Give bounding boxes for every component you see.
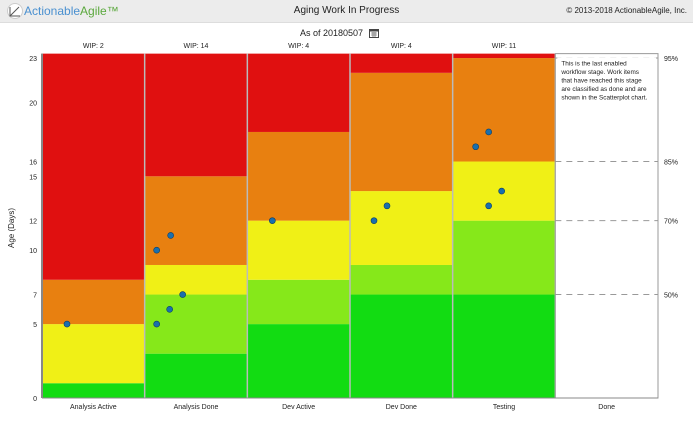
x-tick-label: Done <box>598 404 615 411</box>
as-of-date: As of 20180507 <box>300 28 380 38</box>
work-item-dot <box>485 128 492 136</box>
done-note-box <box>557 57 656 113</box>
band-red <box>452 53 556 59</box>
band-orange <box>42 279 145 325</box>
work-item-dot <box>153 320 160 328</box>
work-item-dot <box>472 143 479 151</box>
work-item-dot <box>370 217 378 224</box>
work-item-dot <box>63 320 71 328</box>
band-lightgreen <box>247 279 350 325</box>
percentile-label: 50% <box>664 293 678 300</box>
band-orange <box>144 176 248 265</box>
done-note-line: that have reached this stage <box>561 78 642 85</box>
x-tick-label: Analysis Active <box>70 404 117 411</box>
y-tick-label: 15 <box>29 174 37 181</box>
band-lightgreen <box>144 294 248 354</box>
wip-label: WIP: 4 <box>288 43 309 50</box>
as-of-label: As of 20180507 <box>300 28 364 38</box>
y-tick-label: 20 <box>29 100 37 107</box>
band-red <box>247 53 350 132</box>
band-lightgreen <box>350 264 453 295</box>
wip-label: WIP: 11 <box>492 43 516 50</box>
logo-text-a: Actionable <box>24 4 81 18</box>
wip-label: WIP: 2 <box>83 43 104 50</box>
band-red <box>144 53 248 177</box>
done-note-line: shown in the Scatterplot chart. <box>561 95 647 102</box>
band-yellow <box>247 220 350 280</box>
copyright: © 2013-2018 ActionableAgile, Inc. <box>566 6 687 15</box>
logo-icon <box>7 3 23 19</box>
band-green <box>144 353 248 398</box>
page-title: Aging Work In Progress <box>293 5 400 16</box>
x-tick-label: Dev Done <box>386 404 417 411</box>
x-tick-label: Dev Active <box>282 404 315 411</box>
band-green <box>42 383 145 398</box>
band-yellow <box>42 324 145 384</box>
band-lightgreen <box>452 220 556 295</box>
y-tick-label: 5 <box>33 322 37 329</box>
band-orange <box>247 131 350 221</box>
band-red <box>350 53 453 73</box>
work-item-dot <box>498 187 505 195</box>
y-tick-label: 7 <box>33 293 37 300</box>
percentile-label: 85% <box>664 160 678 167</box>
work-item-dot <box>269 217 276 224</box>
band-green <box>452 294 556 398</box>
band-orange <box>350 72 453 192</box>
wip-label: WIP: 14 <box>184 43 209 50</box>
percentile-label: 70% <box>664 219 678 226</box>
y-tick-label: 10 <box>29 248 37 255</box>
done-note-line: This is the last enabled <box>561 61 627 68</box>
band-yellow <box>144 264 248 295</box>
work-item-dot <box>383 202 391 210</box>
y-tick-label: 16 <box>29 160 37 167</box>
band-red <box>42 53 145 280</box>
work-item-dot <box>167 232 174 239</box>
logo-text-b: Agile <box>80 4 107 18</box>
work-item-dot <box>153 246 160 254</box>
done-note-line: are classified as done and are <box>561 86 647 93</box>
work-item-dot <box>485 202 492 210</box>
percentile-label: 95% <box>664 56 678 63</box>
y-tick-label: 12 <box>29 219 37 226</box>
calendar-icon[interactable] <box>369 28 380 38</box>
wip-label: WIP: 4 <box>391 43 412 50</box>
work-item-dot <box>166 306 173 313</box>
y-tick-label: 23 <box>29 56 37 63</box>
work-item-dot <box>179 291 186 298</box>
band-green <box>247 324 350 398</box>
x-tick-label: Analysis Done <box>174 404 219 411</box>
done-note-line: workflow stage. Work items <box>560 69 639 76</box>
y-tick-label: 0 <box>33 396 37 403</box>
band-orange <box>452 58 556 162</box>
logo[interactable]: Actionable Agile ™ <box>6 3 119 19</box>
band-green <box>350 294 453 398</box>
y-axis-label: Age (Days) <box>7 208 16 248</box>
logo-tm: ™ <box>106 4 119 18</box>
x-tick-label: Testing <box>493 404 515 411</box>
band-yellow <box>350 191 453 265</box>
top-bar: Actionable Agile ™ Aging Work In Progress … <box>0 0 693 23</box>
